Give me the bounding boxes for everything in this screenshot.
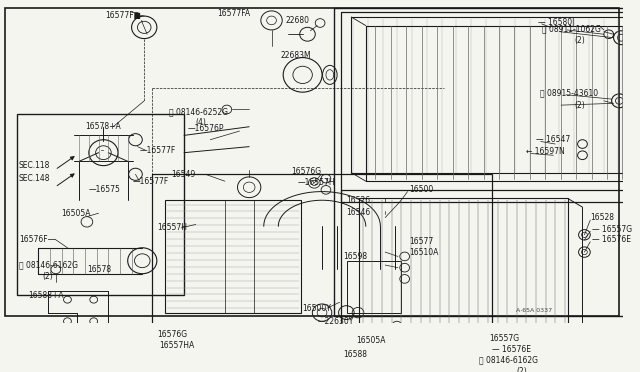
- Text: — 16547: — 16547: [536, 135, 570, 144]
- Text: —: —: [131, 8, 138, 17]
- Text: 16577FA: 16577FA: [217, 9, 250, 18]
- Text: 16578: 16578: [87, 265, 111, 274]
- Text: (2): (2): [575, 36, 586, 45]
- Text: —16577F: —16577F: [140, 145, 175, 155]
- Text: (2): (2): [42, 272, 53, 281]
- Bar: [333, 8, 640, 316]
- Text: — 16576E: — 16576E: [492, 345, 531, 354]
- Bar: [342, 12, 640, 202]
- Text: 16588+A: 16588+A: [29, 291, 64, 300]
- Text: 16505A: 16505A: [356, 336, 385, 345]
- Text: — 16576E: — 16576E: [592, 235, 631, 244]
- Text: 16510A: 16510A: [410, 248, 439, 257]
- Text: —16576P: —16576P: [188, 124, 225, 133]
- Text: 16578+A: 16578+A: [85, 122, 121, 131]
- Text: 16549: 16549: [172, 170, 196, 179]
- Text: 16588: 16588: [344, 350, 367, 359]
- Text: Ⓝ 08911-1062G: Ⓝ 08911-1062G: [541, 25, 600, 33]
- Text: 16598: 16598: [344, 252, 367, 261]
- Text: (2): (2): [516, 367, 527, 372]
- Text: —22630Y: —22630Y: [317, 317, 353, 326]
- Text: 16546: 16546: [346, 208, 371, 217]
- Text: —16575: —16575: [89, 185, 121, 194]
- Text: 16576G: 16576G: [291, 167, 321, 176]
- Text: — 16557G: — 16557G: [592, 225, 632, 234]
- Text: 16576F—: 16576F—: [19, 235, 55, 244]
- Bar: [342, 190, 640, 371]
- Text: Ⓑ 08146-6252G: Ⓑ 08146-6252G: [168, 108, 228, 116]
- Bar: [17, 114, 184, 295]
- Text: ← 16597N: ← 16597N: [526, 147, 565, 156]
- Bar: [344, 346, 382, 367]
- Bar: [152, 174, 492, 372]
- Text: Ⓑ 08146-6162G: Ⓑ 08146-6162G: [479, 356, 538, 365]
- Text: —16577F: —16577F: [132, 177, 169, 186]
- Text: 16557G: 16557G: [489, 334, 519, 343]
- Text: 16500: 16500: [410, 185, 434, 194]
- Text: (4): (4): [196, 118, 207, 127]
- Text: 22680: 22680: [285, 16, 309, 25]
- Text: 16576G: 16576G: [157, 330, 187, 339]
- Text: 16505A: 16505A: [61, 209, 91, 218]
- Bar: [351, 17, 633, 173]
- Text: (2): (2): [575, 101, 586, 110]
- Text: SEC.118: SEC.118: [19, 161, 51, 170]
- Bar: [164, 200, 301, 312]
- Text: Ⓑ 08146-6162G: Ⓑ 08146-6162G: [19, 260, 78, 270]
- Bar: [348, 261, 401, 312]
- Bar: [359, 199, 568, 337]
- Text: Ⓟ 08915-43610: Ⓟ 08915-43610: [540, 89, 598, 97]
- Text: 16500Y: 16500Y: [303, 304, 332, 313]
- Text: 16526: 16526: [346, 196, 371, 205]
- Text: SEC.148: SEC.148: [19, 174, 51, 183]
- Text: 16557HA: 16557HA: [159, 341, 194, 350]
- Text: 16528: 16528: [590, 213, 614, 222]
- Text: — 16580J: — 16580J: [538, 17, 574, 27]
- Text: A·65A 0337: A·65A 0337: [516, 308, 552, 313]
- Text: 16577: 16577: [410, 237, 434, 246]
- Text: —16557H: —16557H: [298, 179, 335, 187]
- Text: 16577F■: 16577F■: [106, 11, 141, 20]
- Text: 16557H: 16557H: [157, 224, 187, 232]
- Text: 22683M: 22683M: [280, 51, 311, 60]
